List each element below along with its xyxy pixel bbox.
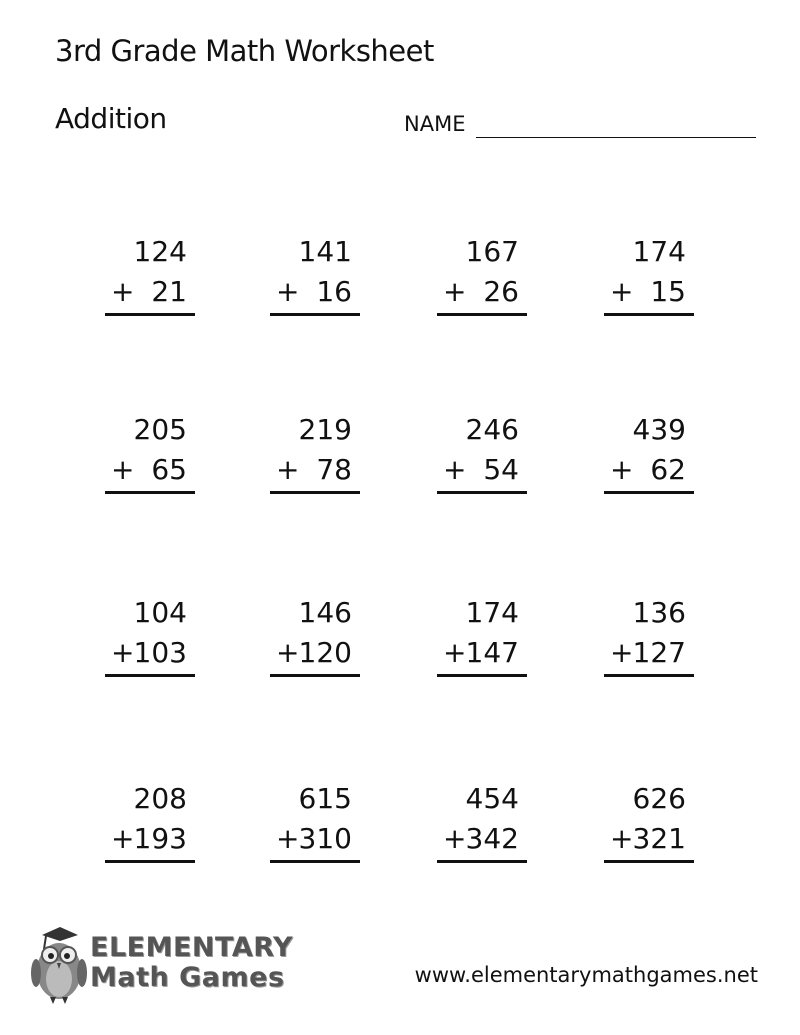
answer-line	[105, 860, 195, 863]
addend-top: 439	[632, 413, 686, 446]
addend-top: 626	[632, 782, 686, 815]
plus-sign: +	[610, 275, 634, 308]
answer-line	[604, 491, 694, 494]
logo-text: ELEMENTARY Math Games	[90, 932, 294, 993]
addend-bottom: 15	[650, 275, 686, 308]
addend-top: 246	[465, 413, 519, 446]
answer-line	[437, 860, 527, 863]
name-label: NAME	[404, 112, 466, 136]
addend-bottom: 16	[316, 275, 352, 308]
addend-top: 104	[133, 596, 187, 629]
answer-line	[270, 674, 360, 677]
addend-bottom: 321	[632, 822, 686, 855]
owl-icon	[31, 927, 87, 1004]
addition-problem: 141 +16	[270, 236, 360, 316]
addend-bottom: 26	[483, 275, 519, 308]
plus-sign: +	[610, 453, 634, 486]
addend-bottom: 147	[465, 636, 519, 669]
answer-line	[270, 313, 360, 316]
plus-sign: +	[276, 275, 300, 308]
addend-bottom: 342	[465, 822, 519, 855]
addend-top: 615	[298, 782, 352, 815]
addend-top: 208	[133, 782, 187, 815]
addend-bottom: 103	[133, 636, 187, 669]
answer-line	[604, 313, 694, 316]
plus-sign: +	[111, 275, 135, 308]
addition-problem: 146 +120	[270, 597, 360, 677]
addition-problem: 439 +62	[604, 414, 694, 494]
addend-bottom: 78	[316, 453, 352, 486]
answer-line	[270, 491, 360, 494]
addition-problem: 208 +193	[105, 783, 195, 863]
answer-line	[105, 313, 195, 316]
addend-top: 174	[632, 235, 686, 268]
addend-top: 136	[632, 596, 686, 629]
answer-line	[437, 313, 527, 316]
answer-line	[105, 674, 195, 677]
addition-problem: 136 +127	[604, 597, 694, 677]
plus-sign: +	[276, 453, 300, 486]
addition-problem: 626 +321	[604, 783, 694, 863]
name-line[interactable]	[476, 137, 756, 138]
addition-problem: 246 +54	[437, 414, 527, 494]
addition-problem: 454 +342	[437, 783, 527, 863]
answer-line	[604, 674, 694, 677]
addend-bottom: 65	[151, 453, 187, 486]
plus-sign: +	[610, 636, 634, 669]
addend-top: 141	[298, 235, 352, 268]
addition-problem: 174 +147	[437, 597, 527, 677]
plus-sign: +	[443, 453, 467, 486]
addend-top: 454	[465, 782, 519, 815]
addend-top: 146	[298, 596, 352, 629]
addend-bottom: 193	[133, 822, 187, 855]
addend-top: 124	[133, 235, 187, 268]
plus-sign: +	[276, 822, 300, 855]
addend-top: 205	[133, 413, 187, 446]
addend-top: 174	[465, 596, 519, 629]
addition-problem: 124 +21	[105, 236, 195, 316]
addition-problem: 167 +26	[437, 236, 527, 316]
website-url: www.elementarymathgames.net	[414, 963, 758, 987]
addend-bottom: 120	[298, 636, 352, 669]
answer-line	[437, 491, 527, 494]
plus-sign: +	[111, 822, 135, 855]
answer-line	[437, 674, 527, 677]
worksheet-subtitle: Addition	[55, 102, 167, 135]
plus-sign: +	[111, 453, 135, 486]
addition-problem: 205 +65	[105, 414, 195, 494]
worksheet-title: 3rd Grade Math Worksheet	[55, 34, 434, 68]
addend-bottom: 310	[298, 822, 352, 855]
plus-sign: +	[111, 636, 135, 669]
plus-sign: +	[443, 822, 467, 855]
plus-sign: +	[276, 636, 300, 669]
addition-problem: 104 +103	[105, 597, 195, 677]
plus-sign: +	[443, 275, 467, 308]
addition-problem: 615 +310	[270, 783, 360, 863]
answer-line	[105, 491, 195, 494]
addend-bottom: 62	[650, 453, 686, 486]
addend-bottom: 21	[151, 275, 187, 308]
elementary-math-games-logo: ELEMENTARY Math Games	[28, 925, 293, 1005]
addend-bottom: 127	[632, 636, 686, 669]
addition-problem: 174 +15	[604, 236, 694, 316]
plus-sign: +	[443, 636, 467, 669]
answer-line	[604, 860, 694, 863]
addend-top: 167	[465, 235, 519, 268]
answer-line	[270, 860, 360, 863]
addend-bottom: 54	[483, 453, 519, 486]
plus-sign: +	[610, 822, 634, 855]
addend-top: 219	[298, 413, 352, 446]
addition-problem: 219 +78	[270, 414, 360, 494]
